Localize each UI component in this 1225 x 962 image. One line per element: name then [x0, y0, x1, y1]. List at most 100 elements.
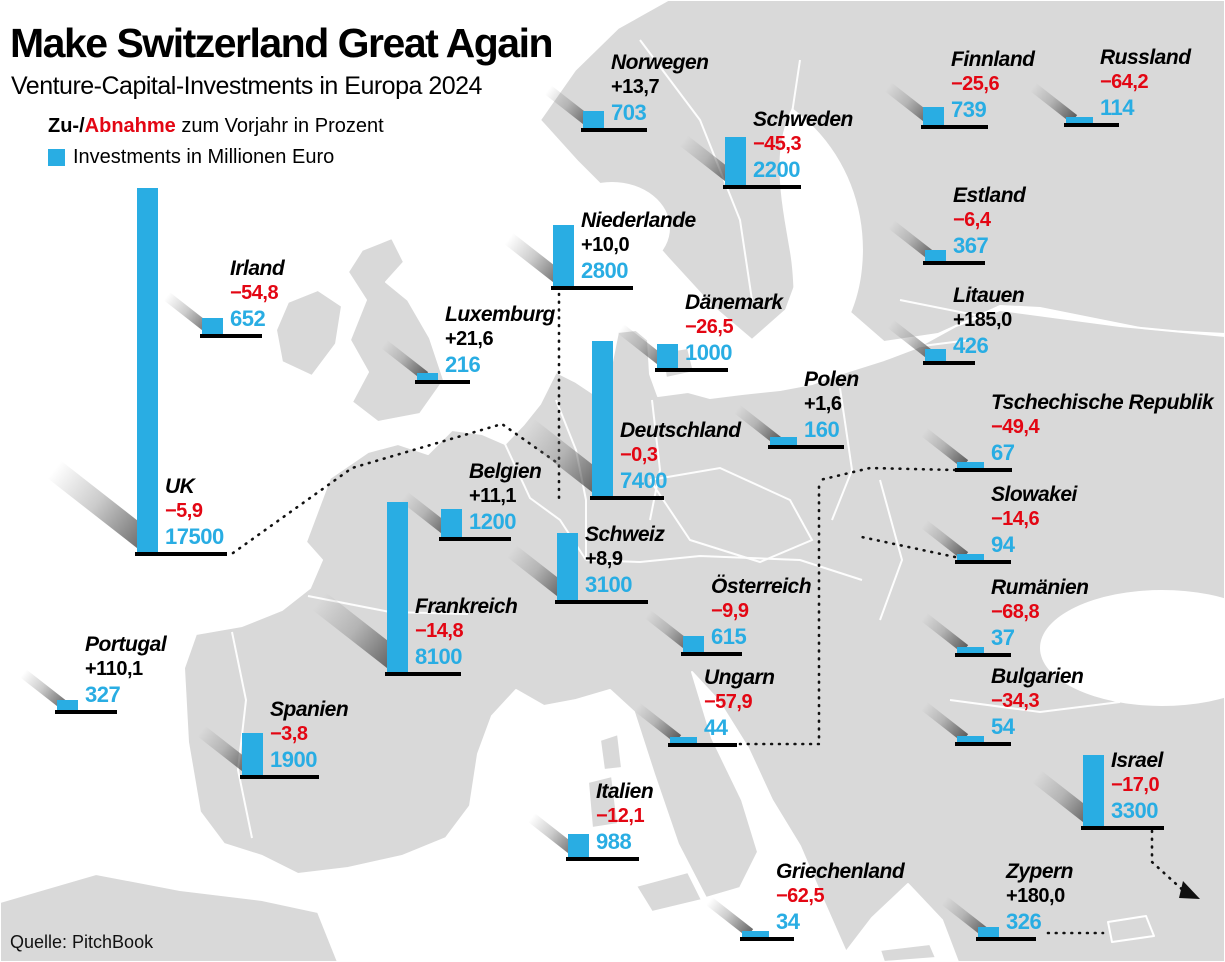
investment-bar — [441, 509, 462, 537]
country-label-block: Deutschland −0,3 7400 — [620, 416, 741, 494]
country-label-block: Luxemburg +21,6 216 — [445, 300, 555, 378]
baseline-rule — [923, 261, 985, 265]
baseline-rule — [385, 672, 461, 676]
baseline-rule — [740, 937, 794, 941]
map-ireland — [275, 289, 343, 377]
investment-bar — [137, 188, 158, 552]
investment-bar — [957, 554, 984, 560]
investment-value: 8100 — [415, 644, 462, 669]
change-percent: +110,1 — [85, 658, 143, 680]
investment-bar — [957, 647, 984, 653]
map-cyprus — [1107, 915, 1155, 943]
change-percent: −12,1 — [596, 805, 645, 827]
investment-value: 67 — [991, 440, 1015, 465]
investment-bar — [387, 502, 408, 672]
country-label-block: Irland −54,8 652 — [230, 254, 285, 332]
investment-bar — [683, 636, 704, 652]
baseline-rule — [976, 937, 1036, 941]
country-name: Slowakei — [991, 483, 1077, 506]
change-percent: −49,4 — [991, 416, 1040, 438]
investment-bar — [923, 107, 944, 125]
source-note: Quelle: PitchBook — [10, 932, 154, 952]
sea-black-sea — [1040, 590, 1225, 706]
change-percent: −14,8 — [415, 620, 464, 642]
change-percent: −3,8 — [270, 723, 308, 745]
pointer-slowakei — [855, 534, 957, 559]
country-name: Ungarn — [704, 666, 775, 689]
investment-bar — [583, 111, 604, 128]
country-name: Norwegen — [611, 51, 709, 74]
country-label-block: Niederlande +10,0 2800 — [581, 206, 696, 284]
border-alps — [585, 554, 863, 581]
border-germany-east — [649, 399, 662, 521]
change-percent: +10,0 — [581, 234, 630, 256]
baseline-rule — [921, 125, 988, 129]
country-name: Portugal — [85, 633, 167, 656]
investment-bar — [553, 225, 574, 286]
change-percent: −14,6 — [991, 508, 1040, 530]
baseline-rule — [723, 185, 801, 189]
country-name: Estland — [953, 184, 1026, 207]
country-name: Zypern — [1006, 860, 1074, 883]
legend-investments-label: Investments in Millionen Euro — [73, 146, 335, 168]
pointer-arrowhead — [1179, 881, 1200, 899]
investment-value: 327 — [85, 682, 121, 707]
investment-value: 1200 — [469, 509, 516, 534]
investment-bar — [742, 931, 769, 937]
pointer-tschechien — [818, 466, 957, 482]
investment-bar — [1083, 755, 1104, 826]
investment-value: 3300 — [1111, 798, 1158, 823]
baseline-rule — [55, 710, 117, 714]
map-corsica — [599, 733, 623, 771]
investment-value: 7400 — [620, 468, 667, 493]
country-name: Rumänien — [991, 576, 1089, 599]
baseline-rule — [551, 286, 633, 290]
change-percent: −26,5 — [685, 316, 734, 338]
investment-bar — [770, 437, 797, 445]
country-label-block: Israel −17,0 3300 — [1111, 746, 1163, 824]
investment-bar — [57, 700, 78, 710]
country-label-block: Belgien +11,1 1200 — [469, 457, 542, 535]
legend-change-suffix: zum Vorjahr in Prozent — [175, 115, 384, 137]
investment-bar — [670, 737, 697, 743]
page-subtitle: Venture-Capital-Investments in Europa 20… — [11, 72, 482, 100]
map-sardinia — [587, 775, 619, 829]
map-crete — [879, 943, 937, 962]
baseline-rule — [439, 537, 511, 541]
country-label-block: Dänemark −26,5 1000 — [685, 288, 783, 366]
country-name: Finnland — [951, 48, 1035, 71]
cyan-square-icon — [48, 149, 65, 166]
baseline-rule — [1081, 826, 1164, 830]
country-name: Frankreich — [415, 595, 518, 618]
country-label-block: Polen +1,6 160 — [804, 365, 859, 443]
change-percent: +13,7 — [611, 76, 660, 98]
investment-value: 37 — [991, 625, 1015, 650]
country-label-block: Ungarn −57,9 44 — [704, 663, 775, 741]
investment-value: 652 — [230, 306, 266, 331]
country-name: Griechenland — [776, 860, 905, 883]
country-name: Österreich — [711, 575, 812, 598]
legend-change-negative-word: Abnahme — [84, 115, 176, 137]
sea-baltic — [779, 108, 863, 362]
baseline-rule — [955, 560, 1011, 564]
border-czech — [649, 466, 814, 564]
legend-investments-line: Investments in Millionen Euro — [48, 146, 334, 169]
investment-value: 1900 — [270, 747, 317, 772]
investment-value: 1000 — [685, 340, 732, 365]
country-name: Litauen — [953, 284, 1025, 307]
change-percent: −57,9 — [704, 691, 753, 713]
map-great-britain — [347, 237, 445, 423]
investment-bar — [657, 344, 678, 368]
country-name: Luxemburg — [445, 303, 555, 326]
investment-bar — [242, 733, 263, 775]
country-label-block: Frankreich −14,8 8100 — [415, 592, 518, 670]
change-percent: +185,0 — [953, 309, 1012, 331]
pointer-ungarn — [738, 478, 821, 746]
country-label-block: Zypern +180,0 326 — [1006, 857, 1074, 935]
baseline-rule — [200, 334, 262, 338]
country-name: Bulgarien — [991, 665, 1084, 688]
change-percent: +1,6 — [804, 393, 842, 415]
investment-value: 2200 — [753, 157, 800, 182]
country-name: UK — [165, 475, 195, 498]
